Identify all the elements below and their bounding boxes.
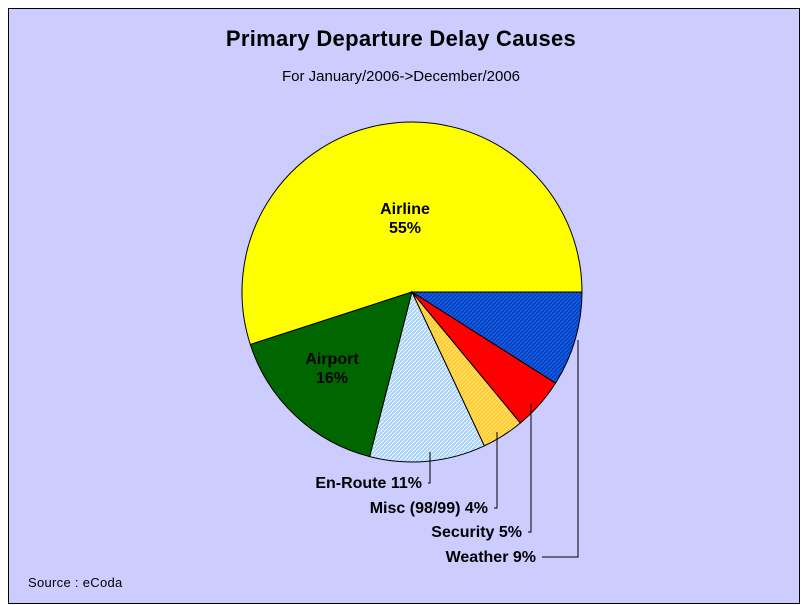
pie-slice-en-route: [369, 290, 486, 463]
slice-label-airport: Airport: [305, 351, 359, 368]
slice-value-airline: 55%: [389, 220, 421, 237]
callout-label-misc-98-99: Misc (98/99) 4%: [370, 500, 488, 517]
pie-slice-airline: [241, 121, 583, 346]
leader-line-en-route: [428, 452, 431, 484]
leader-line-security: [528, 404, 532, 533]
chart-source: Source : eCoda: [28, 575, 123, 590]
pie-slice-airport: [249, 291, 413, 458]
slice-label-airline: Airline: [380, 201, 430, 218]
chart-subtitle: For January/2006->December/2006: [281, 68, 521, 85]
pie-slice-weather: [410, 291, 583, 384]
callout-label-weather: Weather 9%: [446, 549, 536, 566]
leader-line-misc-98-99: [494, 432, 498, 509]
callout-label-security: Security 5%: [431, 524, 522, 541]
leader-line-weather: [542, 340, 579, 558]
slice-value-airport: 16%: [316, 370, 348, 387]
chart-title: Primary Departure Delay Causes: [225, 26, 577, 51]
callout-label-en-route: En-Route 11%: [315, 475, 422, 492]
